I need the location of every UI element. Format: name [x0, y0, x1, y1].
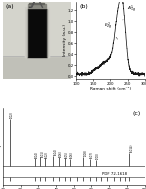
Text: (102): (102)	[45, 151, 49, 158]
Text: (a): (a)	[6, 4, 14, 9]
Text: (002): (002)	[10, 111, 14, 118]
Text: (105): (105)	[65, 151, 68, 158]
Ellipse shape	[26, 54, 48, 58]
Y-axis label: Intensity (a.u.): Intensity (a.u.)	[63, 24, 67, 56]
Text: $E^{2}_{2g}$: $E^{2}_{2g}$	[104, 20, 118, 39]
Text: (1014): (1014)	[130, 144, 133, 152]
Y-axis label: Intensity (a.u.): Intensity (a.u.)	[0, 131, 2, 163]
Bar	[28, 4, 46, 8]
Text: (006): (006)	[59, 150, 63, 157]
Bar	[25, 7, 48, 57]
Text: (c): (c)	[132, 111, 140, 115]
Text: (200): (200)	[96, 152, 100, 159]
Text: (b): (b)	[79, 4, 88, 9]
Text: (107): (107)	[90, 151, 94, 158]
Bar	[3, 2, 71, 56]
Text: (106): (106)	[70, 151, 74, 158]
Text: $A^{1}_{1g}$: $A^{1}_{1g}$	[123, 3, 136, 20]
Bar	[29, 3, 44, 4]
Text: (104): (104)	[53, 148, 57, 155]
Text: (101): (101)	[40, 150, 44, 157]
Text: PDF 72-1618: PDF 72-1618	[102, 172, 127, 177]
Text: (008): (008)	[84, 149, 87, 156]
Text: (004): (004)	[35, 151, 39, 158]
Bar	[27, 9, 47, 57]
Bar	[47, 7, 48, 57]
Bar	[25, 7, 27, 57]
X-axis label: Raman shift (cm⁻¹): Raman shift (cm⁻¹)	[90, 87, 131, 91]
